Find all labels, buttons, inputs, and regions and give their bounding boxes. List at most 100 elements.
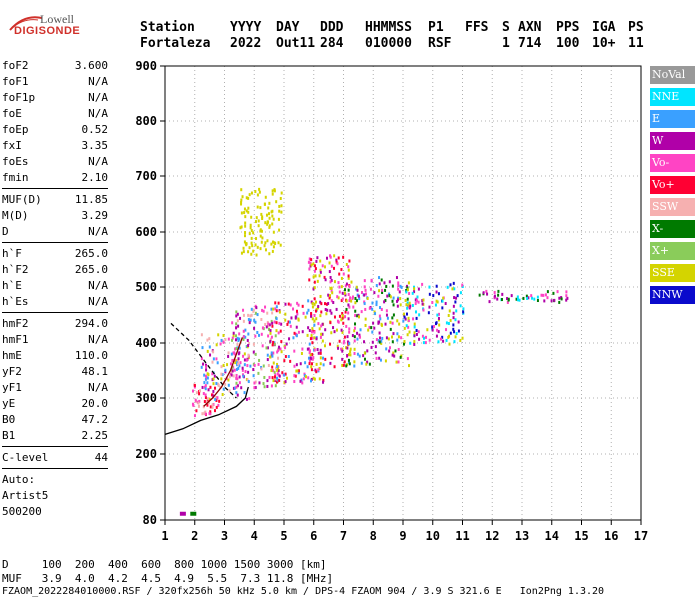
echo-point <box>367 328 370 332</box>
echo-point <box>203 373 206 377</box>
echo-point <box>243 211 246 215</box>
echo-point <box>297 371 300 375</box>
echo-point <box>461 283 464 287</box>
header-value: Fortaleza <box>140 36 211 51</box>
echo-point <box>306 347 309 351</box>
echo-point <box>385 347 388 351</box>
echo-point <box>227 351 230 355</box>
echo-point <box>215 396 218 400</box>
echo-point <box>195 391 198 395</box>
echo-point <box>274 242 277 246</box>
echo-point <box>344 293 347 297</box>
x-tick-label: 11 <box>455 529 469 543</box>
echo-point <box>375 356 378 360</box>
echo-point <box>292 307 295 311</box>
echo-point <box>363 340 366 344</box>
echo-point <box>295 309 298 313</box>
echo-point <box>266 353 269 357</box>
echo-point <box>255 253 258 257</box>
echo-point <box>406 297 409 301</box>
echo-point <box>308 257 311 261</box>
echo-point <box>240 198 243 202</box>
echo-point <box>325 256 328 260</box>
echo-point <box>235 326 238 330</box>
echo-point <box>506 300 509 304</box>
echo-point <box>208 337 211 341</box>
echo-point <box>275 329 278 333</box>
echo-point <box>313 319 316 323</box>
echo-point <box>422 341 425 345</box>
header-value: 11 <box>628 36 644 51</box>
echo-point <box>293 364 296 368</box>
echo-point <box>233 386 236 390</box>
echo-point <box>413 290 416 294</box>
x-tick-label: 13 <box>515 529 529 543</box>
echo-point <box>225 377 228 381</box>
param-row: foEp 0.52 <box>2 122 108 138</box>
echo-point <box>330 299 333 303</box>
echo-point <box>407 319 410 323</box>
echo-point <box>235 314 238 318</box>
echo-point <box>327 302 330 306</box>
echo-point <box>204 377 207 381</box>
echo-point <box>385 336 388 340</box>
echo-point <box>228 375 231 379</box>
echo-point <box>206 403 209 407</box>
echo-point <box>295 325 298 329</box>
param-value: N/A <box>88 75 108 88</box>
echo-point <box>363 293 366 297</box>
param-value: N/A <box>88 225 108 238</box>
echo-point <box>320 332 323 336</box>
echo-point <box>356 352 359 356</box>
echo-point <box>381 336 384 340</box>
echo-point <box>201 346 204 350</box>
echo-point <box>378 336 381 340</box>
echo-point <box>302 377 305 381</box>
echo-point <box>380 339 383 343</box>
echo-point <box>240 225 243 229</box>
echo-point <box>347 352 350 356</box>
echo-point <box>381 290 384 294</box>
echo-point <box>267 324 270 328</box>
echo-point <box>386 294 389 298</box>
echo-point <box>310 365 313 369</box>
echo-point <box>324 328 327 332</box>
echo-point <box>205 363 208 367</box>
echo-point <box>284 372 287 376</box>
echo-point <box>392 313 395 317</box>
echo-point <box>341 349 344 353</box>
echo-point <box>247 370 250 374</box>
echo-point <box>235 391 238 395</box>
echo-point <box>329 309 332 313</box>
echo-point <box>335 258 338 262</box>
echo-point <box>279 243 282 247</box>
echo-point <box>224 370 227 374</box>
echo-point <box>252 342 255 346</box>
echo-point <box>378 289 381 293</box>
echo-point <box>236 377 239 381</box>
echo-point <box>235 373 238 377</box>
echo-point <box>211 405 214 409</box>
echo-point <box>354 301 357 305</box>
echo-point <box>242 335 245 339</box>
echo-point <box>363 279 366 283</box>
echo-point <box>278 345 281 349</box>
echo-point <box>336 295 339 299</box>
echo-point <box>536 299 539 303</box>
echo-point <box>232 351 235 355</box>
echo-point <box>328 294 331 298</box>
echo-point <box>403 340 406 344</box>
echo-point <box>249 318 252 322</box>
echo-point <box>417 300 420 304</box>
echo-point <box>394 349 397 353</box>
header-label: S <box>502 20 510 35</box>
echo-point <box>345 364 348 368</box>
echo-point <box>370 278 373 282</box>
param-value: 44 <box>94 451 108 464</box>
echo-point <box>276 368 279 372</box>
param-name: M(D) <box>2 209 29 222</box>
echo-point <box>317 351 320 355</box>
echo-point <box>497 289 500 293</box>
echo-point <box>392 296 395 300</box>
echo-point <box>300 351 303 355</box>
